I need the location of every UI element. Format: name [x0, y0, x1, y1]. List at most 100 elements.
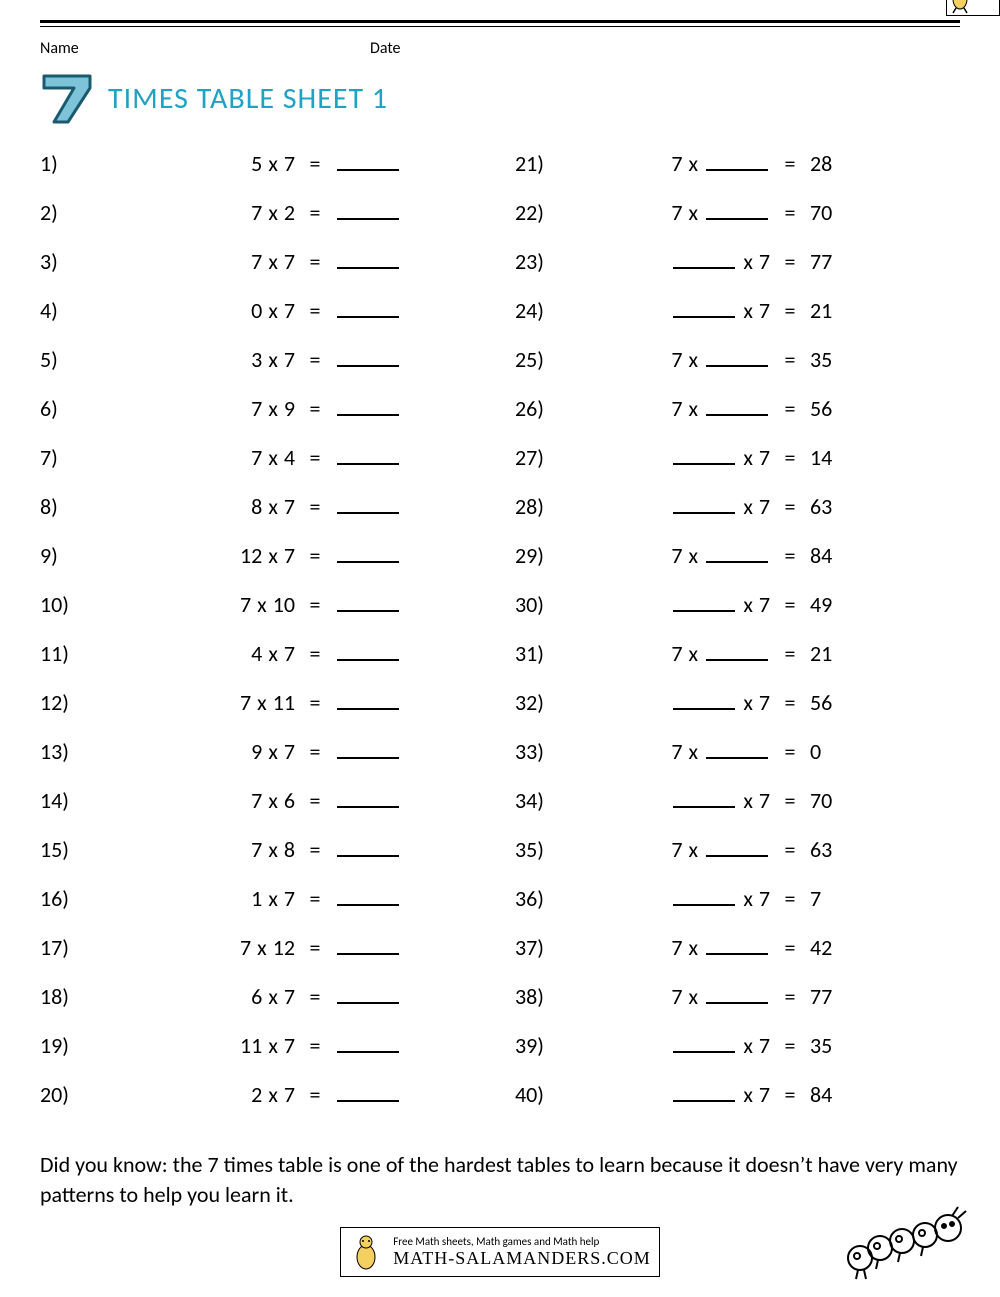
- result-value: 21: [810, 640, 832, 667]
- answer-blank[interactable]: [337, 398, 399, 416]
- answer-blank[interactable]: [337, 202, 399, 220]
- answer-blank[interactable]: [706, 398, 768, 416]
- answer-blank[interactable]: [337, 937, 399, 955]
- answer-blank[interactable]: [337, 692, 399, 710]
- answer-blank[interactable]: [673, 447, 735, 465]
- result-value: 84: [810, 542, 832, 569]
- problem-number: 11): [40, 640, 95, 667]
- problem-row: 8)8x7=: [40, 493, 485, 542]
- operand-b: 12: [273, 934, 295, 961]
- answer-blank[interactable]: [706, 741, 768, 759]
- result-value: 49: [810, 591, 832, 618]
- operand-b: 7: [759, 444, 770, 471]
- problem-row: 22)7x=70: [515, 199, 960, 248]
- equation-right: [335, 790, 435, 808]
- top-rule-thin: [40, 26, 960, 27]
- times-operator: x: [688, 150, 698, 177]
- equation-right: [335, 447, 435, 465]
- answer-blank[interactable]: [337, 986, 399, 1004]
- problem-number: 8): [40, 493, 95, 520]
- result-value: 77: [810, 248, 832, 275]
- equation-left: 11x7: [95, 1032, 295, 1059]
- operand-b: 7: [759, 1081, 770, 1108]
- title-row: TIMES TABLE SHEET 1: [40, 70, 960, 126]
- date-label: Date: [370, 39, 670, 58]
- problem-row: 29)7x=84: [515, 542, 960, 591]
- answer-blank[interactable]: [673, 496, 735, 514]
- result-value: 77: [810, 983, 832, 1010]
- answer-blank[interactable]: [673, 888, 735, 906]
- answer-blank[interactable]: [673, 692, 735, 710]
- answer-blank[interactable]: [706, 349, 768, 367]
- answer-blank[interactable]: [706, 545, 768, 563]
- equals-sign: =: [295, 591, 335, 618]
- equation-left: 7x: [570, 983, 770, 1010]
- answer-blank[interactable]: [673, 790, 735, 808]
- answer-blank[interactable]: [337, 349, 399, 367]
- equation-left: x7: [570, 248, 770, 275]
- times-operator: x: [268, 738, 278, 765]
- answer-blank[interactable]: [706, 986, 768, 1004]
- problem-row: 38)7x=77: [515, 983, 960, 1032]
- answer-blank[interactable]: [706, 202, 768, 220]
- operand-a: 12: [240, 542, 262, 569]
- times-operator: x: [688, 542, 698, 569]
- operand-a: 3: [251, 346, 262, 373]
- times-operator: x: [743, 248, 753, 275]
- operand-a: 11: [240, 1032, 262, 1059]
- answer-blank[interactable]: [337, 790, 399, 808]
- equals-sign: =: [770, 689, 810, 716]
- equation-left: 7x: [570, 150, 770, 177]
- answer-blank[interactable]: [673, 1084, 735, 1102]
- equation-left: x7: [570, 444, 770, 471]
- answer-blank[interactable]: [337, 594, 399, 612]
- answer-blank[interactable]: [673, 1035, 735, 1053]
- operand-b: 7: [284, 542, 295, 569]
- answer-blank[interactable]: [337, 888, 399, 906]
- equation-left: 9x7: [95, 738, 295, 765]
- answer-blank[interactable]: [337, 300, 399, 318]
- equation-right: [335, 300, 435, 318]
- answer-blank[interactable]: [337, 1084, 399, 1102]
- operand-b: 7: [759, 689, 770, 716]
- problem-row: 33)7x=0: [515, 738, 960, 787]
- equation-right: [335, 594, 435, 612]
- equation-left: 12x7: [95, 542, 295, 569]
- operand-a: 7: [671, 395, 682, 422]
- problem-columns: 1)5x7=2)7x2=3)7x7=4)0x7=5)3x7=6)7x9=7)7x…: [40, 150, 960, 1130]
- operand-a: 7: [671, 738, 682, 765]
- answer-blank[interactable]: [337, 545, 399, 563]
- problem-row: 24)x7=21: [515, 297, 960, 346]
- page-title: TIMES TABLE SHEET 1: [108, 80, 388, 117]
- times-operator: x: [268, 836, 278, 863]
- answer-blank[interactable]: [706, 643, 768, 661]
- answer-blank[interactable]: [337, 496, 399, 514]
- times-operator: x: [743, 444, 753, 471]
- operand-b: 7: [284, 885, 295, 912]
- answer-blank[interactable]: [337, 839, 399, 857]
- answer-blank[interactable]: [337, 741, 399, 759]
- equation-right: 56: [810, 395, 910, 422]
- equals-sign: =: [295, 493, 335, 520]
- problem-number: 22): [515, 199, 570, 226]
- answer-blank[interactable]: [706, 937, 768, 955]
- equation-right: 42: [810, 934, 910, 961]
- answer-blank[interactable]: [706, 839, 768, 857]
- answer-blank[interactable]: [337, 447, 399, 465]
- answer-blank[interactable]: [337, 251, 399, 269]
- equation-right: [335, 741, 435, 759]
- equation-left: 7x10: [95, 591, 295, 618]
- problem-row: 10)7x10=: [40, 591, 485, 640]
- answer-blank[interactable]: [337, 153, 399, 171]
- problem-number: 4): [40, 297, 95, 324]
- equation-right: 0: [810, 738, 910, 765]
- answer-blank[interactable]: [673, 594, 735, 612]
- answer-blank[interactable]: [337, 1035, 399, 1053]
- equation-left: 7x9: [95, 395, 295, 422]
- result-value: 35: [810, 1032, 832, 1059]
- answer-blank[interactable]: [706, 153, 768, 171]
- problem-number: 38): [515, 983, 570, 1010]
- answer-blank[interactable]: [337, 643, 399, 661]
- answer-blank[interactable]: [673, 251, 735, 269]
- answer-blank[interactable]: [673, 300, 735, 318]
